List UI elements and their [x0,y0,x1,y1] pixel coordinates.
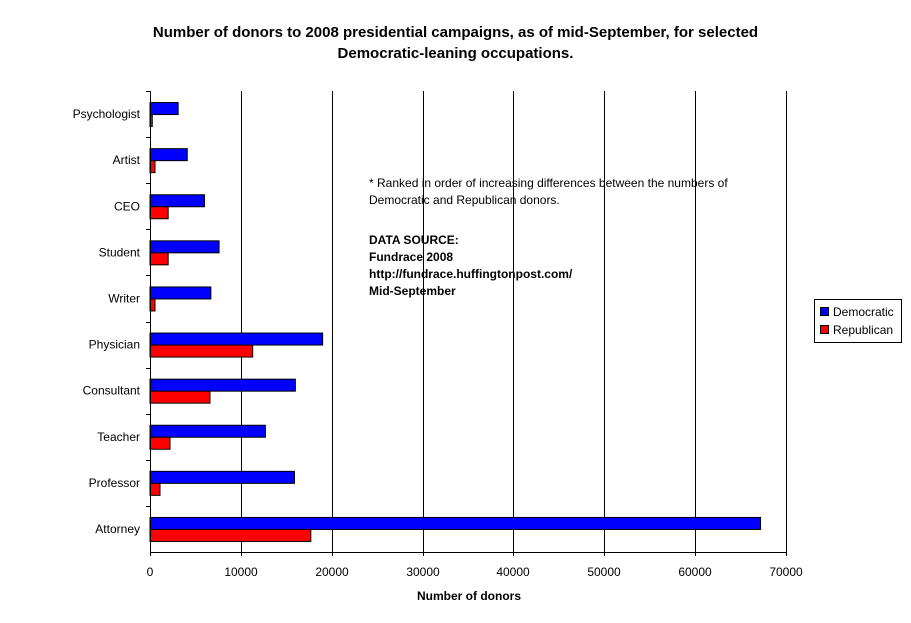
bars [149,102,762,542]
bar-ceo-democratic [149,194,206,208]
ranking-note-line2: Democratic and Republican donors. [369,193,560,207]
y-tick-label-professor: Professor [89,476,140,490]
x-tick-label-20000: 20000 [315,565,349,579]
x-tick-label-30000: 30000 [406,565,440,579]
y-tick-label-psychologist: Psychologist [73,107,141,121]
x-tick-label-60000: 60000 [678,565,712,579]
bar-ceo-republican [149,206,169,220]
legend-item-democratic: Democratic [820,304,894,320]
y-tick-label-student: Student [99,245,141,259]
ranking-note: * Ranked in order of increasing differen… [369,175,728,209]
axis-labels: 0 10000 20000 30000 40000 50000 60000 70000 Psyc… [73,107,803,579]
legend-label-republican: Republican [833,323,894,337]
ranking-note-line1: * Ranked in order of increasing differen… [369,176,728,190]
x-tick-label-10000: 10000 [224,565,258,579]
y-tick-label-artist: Artist [113,153,141,167]
y-tick-label-teacher: Teacher [97,430,140,444]
legend-swatch-democratic [820,307,829,317]
y-tick-label-consultant: Consultant [83,384,141,398]
gridlines [241,91,787,552]
bar-teacher-republican [149,436,171,450]
data-source-line4: Mid-September [369,284,456,298]
y-tick-label-physician: Physician [89,338,140,352]
legend: Democratic Republican [814,299,902,343]
legend-item-republican: Republican [820,322,893,338]
x-tick-label-50000: 50000 [587,565,621,579]
legend-label-democratic: Democratic [833,305,894,319]
bar-student-republican [149,252,169,266]
bar-physician-republican [149,344,254,358]
bar-writer-democratic [149,286,212,300]
data-source-line1: DATA SOURCE: [369,233,459,247]
bar-professor-republican [149,482,161,496]
bar-consultant-democratic [149,378,296,392]
bar-artist-democratic [149,148,188,162]
y-tick-label-ceo: CEO [114,199,140,213]
bar-professor-democratic [149,470,295,484]
chart-title-line1: Number of donors to 2008 presidential ca… [152,24,759,41]
bar-physician-democratic [149,332,324,346]
y-tick-label-attorney: Attorney [95,522,140,536]
legend-swatch-republican [820,325,829,335]
chart-title-line2: Democratic-leaning occupations. [337,45,574,62]
x-axis-title: Number of donors [417,589,521,603]
x-tick-label-0: 0 [147,565,154,579]
chart-title: Number of donors to 2008 presidential ca… [0,22,911,64]
data-source-line2: Fundrace 2008 [369,250,454,264]
x-tick-label-40000: 40000 [496,565,530,579]
axes [146,91,787,556]
data-source: DATA SOURCE: Fundrace 2008 http://fundra… [369,232,572,300]
data-source-line3: http://fundrace.huffingtonpost.com/ [369,267,573,281]
bar-teacher-democratic [149,424,266,438]
x-tick-label-70000: 70000 [769,565,803,579]
bar-attorney-republican [149,528,312,542]
bar-psychologist-democratic [149,102,179,116]
y-tick-label-writer: Writer [108,291,140,305]
bar-consultant-republican [149,390,211,404]
bar-attorney-democratic [149,516,762,530]
bar-student-democratic [149,240,220,254]
